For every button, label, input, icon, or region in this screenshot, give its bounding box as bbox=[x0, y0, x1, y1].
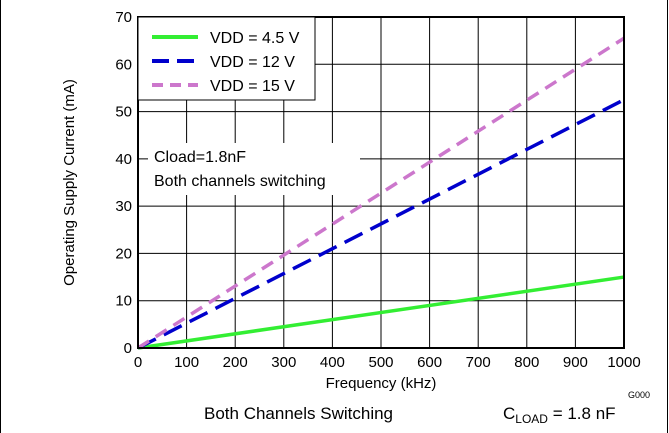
plot-border bbox=[137, 16, 625, 349]
y-tick-label: 30 bbox=[115, 198, 132, 215]
y-tick-label: 40 bbox=[115, 151, 132, 168]
y-tick-label: 0 bbox=[124, 340, 132, 357]
y-tick-label: 60 bbox=[115, 56, 132, 73]
caption-value: = 1.8 nF bbox=[547, 404, 616, 423]
x-tick-label: 600 bbox=[417, 354, 442, 371]
legend-box bbox=[137, 16, 316, 101]
legend-label-2: VDD = 15 V bbox=[210, 78, 295, 95]
caption-subscript: LOAD bbox=[515, 412, 548, 426]
series-line-1 bbox=[137, 98, 625, 350]
annotation-switching: Both channels switching bbox=[154, 173, 326, 190]
legend: VDD = 4.5 V VDD = 12 V VDD = 15 V bbox=[137, 16, 316, 101]
caption-right: CLOAD = 1.8 nF bbox=[503, 404, 616, 426]
y-tick-labels: 0 10 20 30 40 50 60 70 bbox=[115, 9, 132, 357]
x-tick-label: 1000 bbox=[607, 354, 640, 371]
x-tick-label: 700 bbox=[466, 354, 491, 371]
x-tick-label: 0 bbox=[134, 354, 142, 371]
x-tick-label: 200 bbox=[223, 354, 248, 371]
x-tick-label: 900 bbox=[563, 354, 588, 371]
series-line-2 bbox=[137, 36, 625, 350]
legend-label-1: VDD = 12 V bbox=[210, 54, 295, 71]
x-tick-label: 800 bbox=[514, 354, 539, 371]
supply-current-chart: 0 100 200 300 400 500 600 700 800 900 1000 0 10 20 30… bbox=[61, 9, 650, 400]
series-line-0 bbox=[137, 275, 625, 350]
legend-label-0: VDD = 4.5 V bbox=[210, 30, 300, 47]
annotation-cload: Cload=1.8nF bbox=[154, 149, 246, 166]
y-tick-label: 70 bbox=[115, 9, 132, 26]
x-axis-label: Frequency (kHz) bbox=[326, 375, 437, 392]
x-tick-labels: 0 100 200 300 400 500 600 700 800 900 1000 bbox=[134, 354, 641, 371]
annotation-background bbox=[148, 143, 360, 195]
y-tick-label: 50 bbox=[115, 104, 132, 121]
x-tick-label: 300 bbox=[271, 354, 296, 371]
figure-id: G000 bbox=[628, 390, 650, 400]
y-tick-label: 20 bbox=[115, 245, 132, 262]
series-lines bbox=[137, 36, 625, 350]
x-tick-label: 400 bbox=[320, 354, 345, 371]
y-tick-label: 10 bbox=[115, 293, 132, 310]
x-tick-label: 500 bbox=[368, 354, 393, 371]
y-axis-label: Operating Supply Current (mA) bbox=[61, 79, 78, 286]
caption-left: Both Channels Switching bbox=[204, 404, 394, 423]
x-tick-label: 100 bbox=[174, 354, 199, 371]
caption-c: C bbox=[503, 404, 516, 423]
